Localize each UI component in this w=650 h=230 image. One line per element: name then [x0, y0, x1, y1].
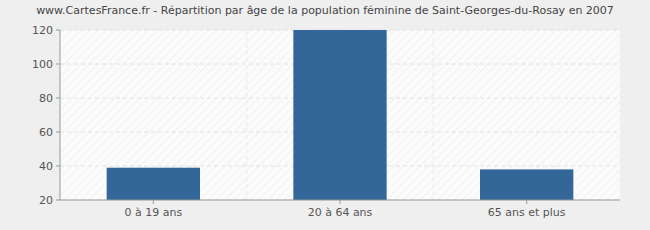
x-tick-label: 65 ans et plus [488, 206, 566, 219]
title: www.CartesFrance.fr - Répartition par âg… [36, 4, 614, 17]
x-tick-label: 20 à 64 ans [308, 206, 373, 219]
y-tick [56, 30, 60, 31]
y-tick [56, 64, 60, 65]
y-tick-label: 20 [39, 194, 53, 207]
plot-area [60, 30, 620, 200]
y-tick-label: 80 [39, 92, 53, 105]
y-tick-label: 40 [39, 160, 53, 173]
y-tick [56, 98, 60, 99]
background [0, 0, 650, 230]
x-tick [340, 200, 341, 204]
chart-container: 20 40 60 80 100 120 0 à 19 ans 20 à 64 ans 65 an… [0, 0, 650, 230]
y-tick [56, 166, 60, 167]
chart: 20 40 60 80 100 120 0 à 19 ans 20 à 64 ans 65 an… [0, 0, 650, 230]
y-axis [60, 30, 61, 200]
bar [293, 30, 386, 200]
grid-line-x [433, 30, 434, 200]
bar [107, 168, 200, 200]
grid-line-x [246, 30, 247, 200]
y-tick [56, 200, 60, 201]
x-tick [153, 200, 154, 204]
x-tick-label: 0 à 19 ans [124, 206, 182, 219]
y-tick [56, 132, 60, 133]
bar [480, 169, 573, 200]
y-tick-label: 60 [39, 126, 53, 139]
y-tick-label: 120 [32, 24, 53, 37]
x-tick [526, 200, 527, 204]
bars [107, 30, 574, 200]
y-tick-label: 100 [32, 58, 53, 71]
